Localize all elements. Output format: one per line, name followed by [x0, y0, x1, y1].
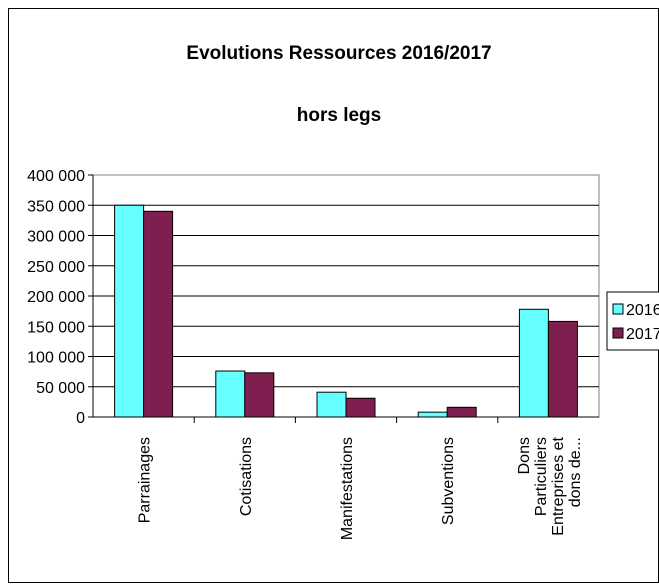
chart-title: Evolutions Ressources 2016/2017 — [186, 43, 491, 64]
x-category-label: Particuliers — [533, 437, 550, 516]
y-tick-label: 50 000 — [36, 380, 85, 397]
axes — [88, 174, 599, 423]
bars — [114, 204, 578, 418]
x-category-labels: Parrainages Cotisations Manifestations Subv… — [137, 436, 584, 540]
bar-2016-3 — [417, 411, 448, 418]
y-tick-label: 150 000 — [27, 319, 85, 336]
x-category-label: Dons — [516, 437, 533, 474]
legend-label-2016: 2016 — [626, 302, 659, 319]
bar-2017-3 — [446, 406, 477, 418]
y-tick-label: 300 000 — [27, 229, 85, 246]
bar-2017-1 — [244, 372, 275, 418]
x-category-label: dons de... — [567, 437, 584, 507]
x-category-label: Manifestations — [339, 437, 356, 540]
bar-chart: Evolutions Ressources 2016/2017 hors leg… — [27, 43, 659, 540]
x-category-label: Subventions — [440, 437, 457, 525]
bar-2017-4 — [547, 320, 578, 418]
y-tick-label: 100 000 — [27, 350, 85, 367]
bar-2017-2 — [345, 397, 376, 418]
y-tick-labels: 0 50 000 100 000 150 000 200 000 250 000 300 0… — [27, 168, 85, 427]
bar-2017-0 — [143, 210, 174, 418]
bar-2016-2 — [316, 391, 347, 418]
x-category-label: Parrainages — [137, 437, 154, 523]
x-category-label: Entreprises et — [550, 436, 567, 535]
y-tick-label: 0 — [76, 410, 85, 427]
legend-label-2017: 2017 — [626, 326, 659, 343]
bar-2016-1 — [215, 370, 246, 418]
chart-subtitle: hors legs — [297, 105, 381, 126]
chart-frame: Evolutions Ressources 2016/2017 hors leg… — [8, 8, 659, 583]
legend-swatch-2016 — [612, 303, 624, 315]
bar-2016-4 — [518, 308, 549, 418]
y-tick-label: 400 000 — [27, 168, 85, 185]
legend: 2016 2017 — [606, 291, 659, 351]
legend-box — [606, 291, 659, 351]
bar-2016-0 — [114, 204, 145, 418]
y-tick-label: 350 000 — [27, 198, 85, 215]
legend-swatch-2017 — [612, 327, 624, 339]
x-category-label: Cotisations — [238, 437, 255, 516]
y-tick-label: 200 000 — [27, 289, 85, 306]
y-tick-label: 250 000 — [27, 259, 85, 276]
